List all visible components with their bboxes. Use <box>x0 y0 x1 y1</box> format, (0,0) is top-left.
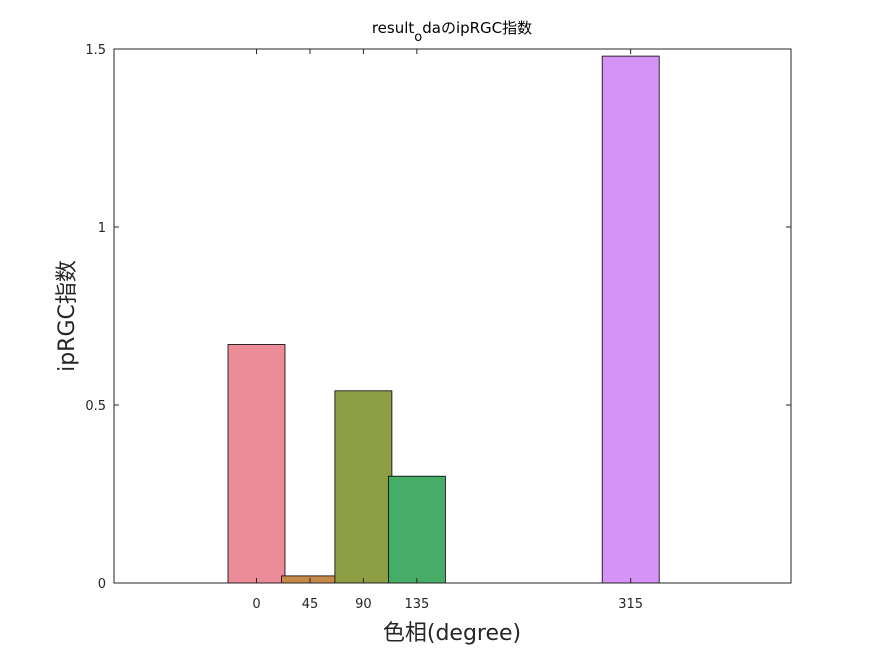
y-tick-label: 0.5 <box>85 399 106 414</box>
y-tick-label: 0 <box>98 577 106 592</box>
x-tick-label: 0 <box>252 597 260 612</box>
bar-135 <box>387 475 446 584</box>
y-tick-label: 1 <box>98 221 106 236</box>
plot-frame <box>113 48 792 584</box>
bar-group <box>227 55 660 584</box>
x-tick-label: 315 <box>618 597 643 612</box>
x-tick-label: 135 <box>404 597 429 612</box>
x-axis-label: 色相(degree) <box>383 621 521 646</box>
bar-90 <box>334 390 393 584</box>
x-axis-ticks: 0 45 90 135 315 <box>252 49 643 612</box>
chart-title: resultodaのipRGC指数 <box>372 19 532 45</box>
y-axis-label: ipRGC指数 <box>55 260 80 372</box>
plot-area <box>114 49 791 583</box>
y-axis-ticks: 0 0.5 1 1.5 <box>85 43 791 592</box>
chart-title-rest: daのipRGC指数 <box>422 19 532 37</box>
bar-0 <box>227 344 286 584</box>
x-tick-label: 90 <box>355 597 372 612</box>
chart-title-main: result <box>372 19 415 37</box>
x-tick-label: 45 <box>302 597 319 612</box>
chart-title-subscript: o <box>414 30 422 45</box>
bar-315 <box>601 55 660 584</box>
y-tick-label: 1.5 <box>85 43 106 58</box>
